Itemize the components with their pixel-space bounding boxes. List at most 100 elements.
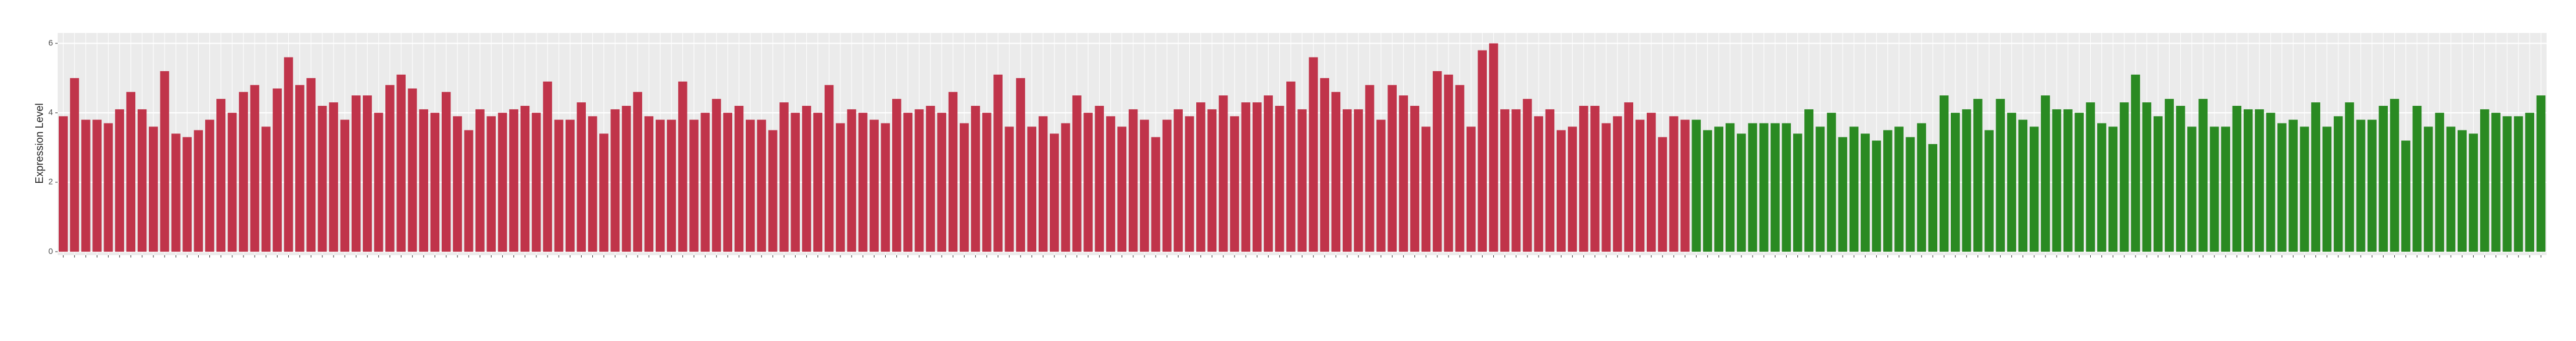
bar	[2468, 133, 2478, 252]
bar	[610, 109, 620, 252]
bar	[2018, 119, 2028, 252]
bar	[2187, 126, 2197, 252]
bar	[509, 109, 519, 252]
bar	[2491, 112, 2501, 252]
bar	[2435, 112, 2444, 252]
bar	[734, 106, 744, 252]
bar	[1906, 137, 1915, 252]
bar	[1061, 123, 1070, 252]
bar	[1376, 119, 1386, 252]
y-tick-label: 6	[48, 38, 53, 47]
bar	[1613, 116, 1622, 252]
bar	[746, 119, 755, 252]
bar	[1252, 102, 1262, 252]
bar	[2401, 141, 2411, 252]
bar	[1016, 78, 1025, 252]
bar	[306, 78, 316, 252]
bar	[1511, 109, 1521, 252]
bar	[1556, 130, 1566, 252]
bar	[2356, 119, 2365, 252]
bar	[475, 109, 485, 252]
bar	[261, 126, 271, 252]
bar	[836, 123, 845, 252]
bar	[1726, 123, 1735, 252]
bar	[419, 109, 429, 252]
bar	[486, 116, 496, 252]
bar	[1117, 126, 1127, 252]
bar	[1354, 109, 1363, 252]
bar	[193, 130, 203, 252]
bar	[2153, 116, 2163, 252]
bar	[1342, 109, 1352, 252]
bar	[1917, 123, 1926, 252]
bar	[2164, 99, 2174, 252]
bar	[1624, 102, 1633, 252]
bar	[723, 112, 733, 252]
bar	[1241, 102, 1250, 252]
bar	[1184, 116, 1194, 252]
bar	[92, 119, 102, 252]
bar	[622, 106, 631, 252]
bar	[1309, 57, 1318, 252]
bar	[362, 95, 372, 252]
bar	[182, 137, 192, 252]
bar	[1781, 123, 1791, 252]
bar	[1410, 106, 1420, 252]
bar	[858, 112, 867, 252]
bar	[2142, 102, 2151, 252]
bar	[2232, 106, 2242, 252]
bar	[1523, 99, 1532, 252]
bar	[2243, 109, 2253, 252]
bar	[678, 81, 688, 252]
bar	[712, 99, 721, 252]
bar	[565, 119, 575, 252]
bar	[2446, 126, 2455, 252]
bar	[1038, 116, 1048, 252]
bar	[2311, 102, 2321, 252]
bar	[2086, 102, 2095, 252]
bar	[1635, 119, 1645, 252]
bar	[993, 74, 1003, 252]
bar	[1050, 133, 1059, 252]
bar	[453, 116, 462, 252]
bar	[104, 123, 113, 252]
bar	[1387, 85, 1397, 252]
bar	[2131, 74, 2140, 252]
bar	[1996, 99, 2005, 252]
bar	[2063, 109, 2073, 252]
bar	[1489, 43, 1499, 252]
bar	[1793, 133, 1803, 252]
bar	[915, 109, 924, 252]
bar	[1286, 81, 1296, 252]
bar	[1703, 130, 1713, 252]
bar	[1083, 112, 1093, 252]
bar	[396, 74, 406, 252]
bar	[1928, 144, 1938, 252]
bar	[1860, 133, 1870, 252]
bar	[58, 116, 68, 252]
bar	[1106, 116, 1116, 252]
bar	[385, 85, 395, 252]
bar	[351, 95, 361, 252]
bar	[430, 112, 440, 252]
bar	[1466, 126, 1476, 252]
bar	[869, 119, 879, 252]
bar	[1444, 74, 1453, 252]
bar	[802, 106, 812, 252]
bar	[408, 88, 417, 252]
bar	[2424, 126, 2433, 252]
bar	[1748, 123, 1757, 252]
bar	[666, 119, 676, 252]
bar	[2266, 112, 2275, 252]
bar	[1973, 99, 1983, 252]
bar	[1140, 119, 1149, 252]
bar	[1984, 130, 1994, 252]
bar	[2322, 126, 2332, 252]
bar	[2198, 99, 2208, 252]
bar	[576, 102, 586, 252]
bar	[295, 85, 305, 252]
bar	[1658, 137, 1667, 252]
bar	[2345, 102, 2354, 252]
bar	[1275, 106, 1284, 252]
bar	[149, 126, 158, 252]
